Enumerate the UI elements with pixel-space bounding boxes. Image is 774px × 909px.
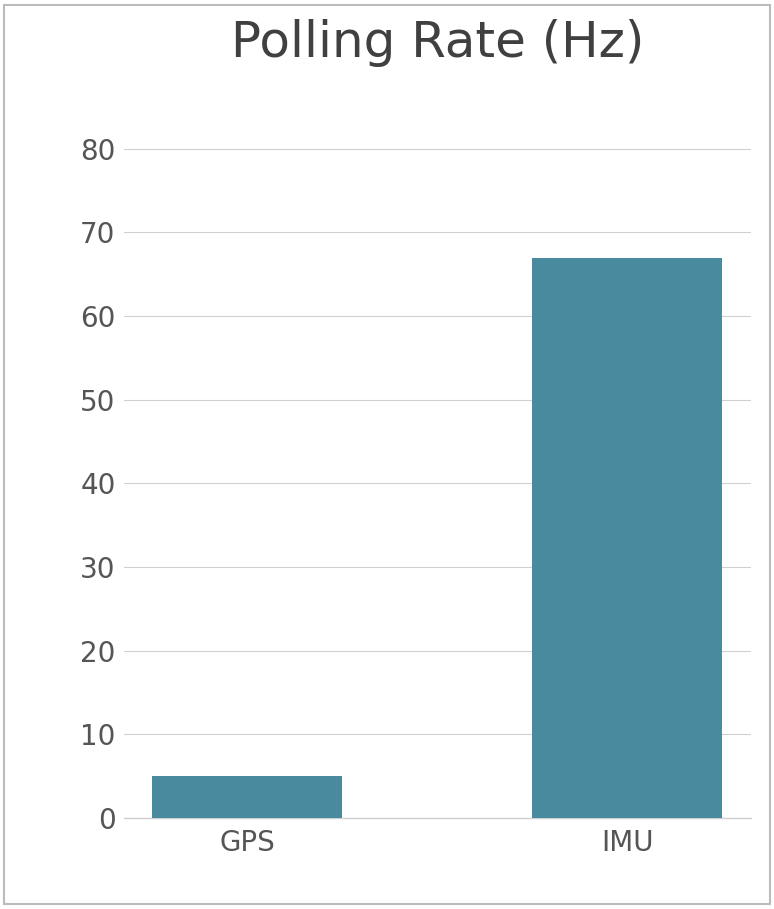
- Title: Polling Rate (Hz): Polling Rate (Hz): [231, 19, 644, 66]
- Bar: [152, 776, 342, 818]
- Bar: [533, 257, 722, 818]
